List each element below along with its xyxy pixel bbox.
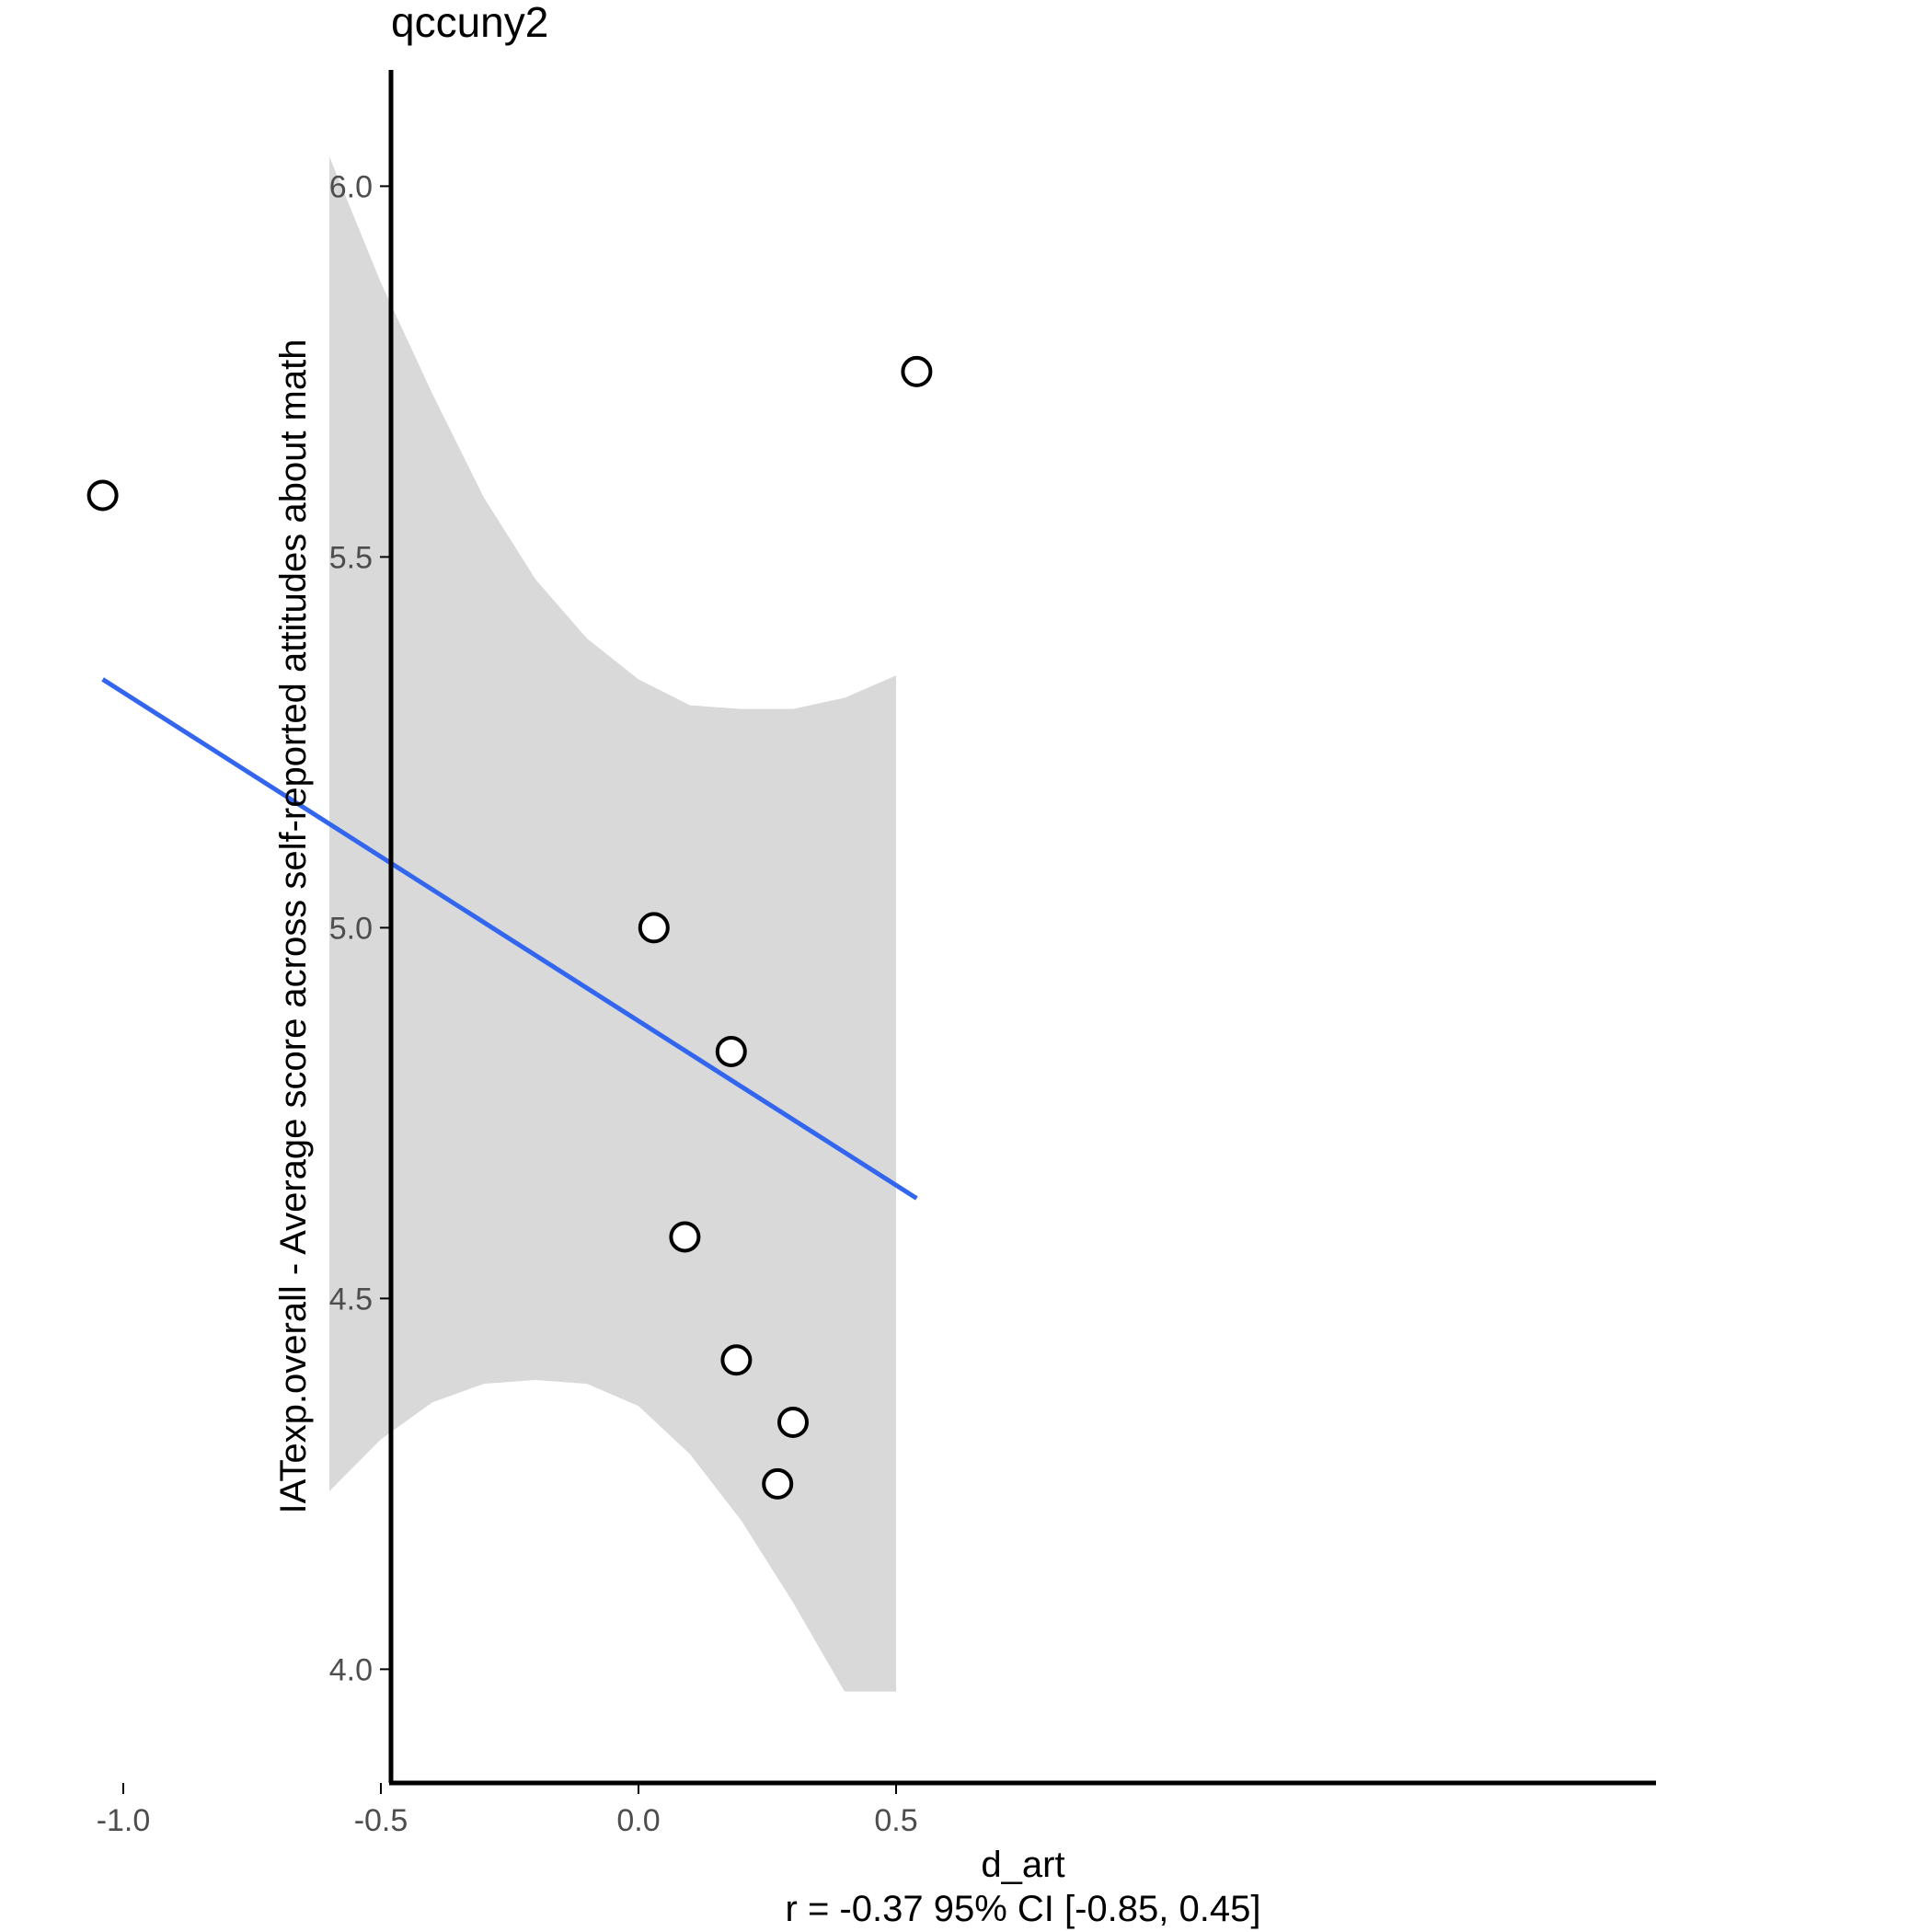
x-tick-label: 0.5 [874,1803,917,1838]
regression-line [101,677,918,1201]
axes [388,70,1656,1786]
confidence-band [329,156,896,1692]
x-tick-label: -0.5 [354,1803,408,1838]
y-tick-label: 5.5 [329,540,373,575]
confidence-band-layer [329,156,896,1692]
y-tick-label: 4.5 [329,1282,373,1317]
data-point [777,1406,809,1438]
chart-title: qccuny2 [391,0,548,46]
ticks: -1.0 -0.5 0.0 0.5 4.0 4.5 5.0 5.5 6.0 [97,169,918,1838]
y-axis-label: IATexp.overall - Average score across se… [273,339,314,1514]
points-layer [86,355,933,1500]
data-point [86,479,119,512]
x-tick-label: -1.0 [97,1803,151,1838]
x-axis-label: d_art [981,1845,1064,1885]
regression-line-layer [101,677,918,1201]
x-axis-subtitle: r = -0.37 95% CI [-0.85, 0.45] [786,1889,1261,1929]
x-tick-label: 0.0 [616,1803,660,1838]
data-point [638,912,670,944]
data-point [669,1221,701,1253]
data-point [762,1467,794,1500]
data-point [715,1035,747,1067]
data-point [720,1344,753,1376]
y-tick-label: 5.0 [329,911,373,946]
y-tick-label: 4.0 [329,1652,373,1687]
y-tick-label: 6.0 [329,169,373,204]
data-point [901,355,933,387]
